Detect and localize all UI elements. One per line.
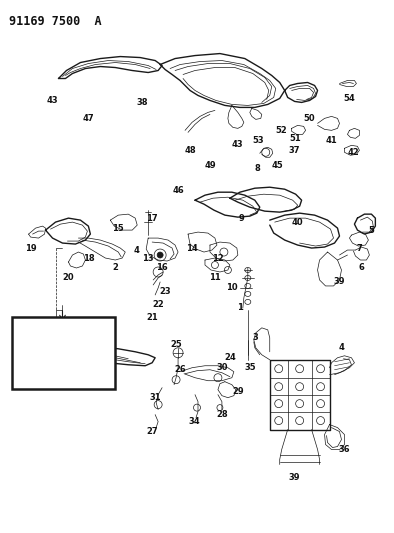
Text: 18: 18: [83, 254, 94, 263]
Text: 20: 20: [63, 273, 74, 282]
Text: 23: 23: [159, 287, 171, 296]
Text: 44: 44: [58, 374, 70, 383]
Text: 26: 26: [174, 365, 186, 374]
Text: 47: 47: [83, 114, 94, 123]
Text: 4: 4: [133, 246, 139, 255]
Text: 10: 10: [226, 284, 238, 293]
Text: 49: 49: [204, 161, 216, 170]
Text: 29: 29: [232, 387, 243, 396]
Text: 17: 17: [146, 214, 158, 223]
Text: 54: 54: [344, 94, 355, 103]
Text: 25: 25: [170, 340, 182, 349]
Text: 3: 3: [253, 333, 259, 342]
Text: 43: 43: [232, 140, 243, 149]
Text: 36: 36: [339, 445, 350, 454]
Text: 34: 34: [188, 417, 200, 426]
Text: 6: 6: [359, 263, 364, 272]
Text: 19: 19: [25, 244, 36, 253]
Circle shape: [157, 252, 163, 258]
Bar: [13, 317, 115, 389]
Text: 40: 40: [292, 217, 303, 227]
Text: 37: 37: [289, 146, 300, 155]
Text: 41: 41: [326, 136, 337, 145]
Text: 22: 22: [152, 301, 164, 309]
Text: 39: 39: [289, 473, 300, 482]
Text: 51: 51: [290, 134, 301, 143]
Text: 13: 13: [142, 254, 154, 263]
Text: 15: 15: [112, 224, 124, 232]
Text: 42: 42: [348, 148, 359, 157]
Text: 53: 53: [252, 136, 264, 145]
Text: 33: 33: [33, 360, 44, 369]
Text: 48: 48: [184, 146, 196, 155]
Text: 46: 46: [172, 185, 184, 195]
Text: 7: 7: [357, 244, 362, 253]
Text: 8: 8: [255, 164, 261, 173]
Text: 35: 35: [244, 363, 256, 372]
Text: 32: 32: [102, 340, 114, 349]
Text: 91169 7500  A: 91169 7500 A: [9, 15, 101, 28]
Text: 28: 28: [216, 410, 228, 419]
Text: 9: 9: [239, 214, 245, 223]
Text: 44: 44: [58, 374, 70, 383]
Text: 1: 1: [237, 303, 243, 312]
Text: 27: 27: [146, 427, 158, 436]
Text: 45: 45: [272, 161, 284, 170]
Text: 30: 30: [216, 363, 228, 372]
Text: 2: 2: [112, 263, 118, 272]
Text: 11: 11: [209, 273, 221, 282]
Text: 12: 12: [212, 254, 224, 263]
Text: 5: 5: [368, 225, 374, 235]
Text: 24: 24: [224, 353, 236, 362]
Text: 39: 39: [334, 278, 345, 286]
Text: 52: 52: [276, 126, 288, 135]
Text: 38: 38: [136, 98, 148, 107]
Text: 16: 16: [156, 263, 168, 272]
Text: 50: 50: [304, 114, 316, 123]
Text: 31: 31: [149, 393, 161, 402]
Text: 14: 14: [186, 244, 198, 253]
Text: 4: 4: [338, 343, 344, 352]
Text: 43: 43: [47, 96, 58, 105]
Text: 21: 21: [146, 313, 158, 322]
